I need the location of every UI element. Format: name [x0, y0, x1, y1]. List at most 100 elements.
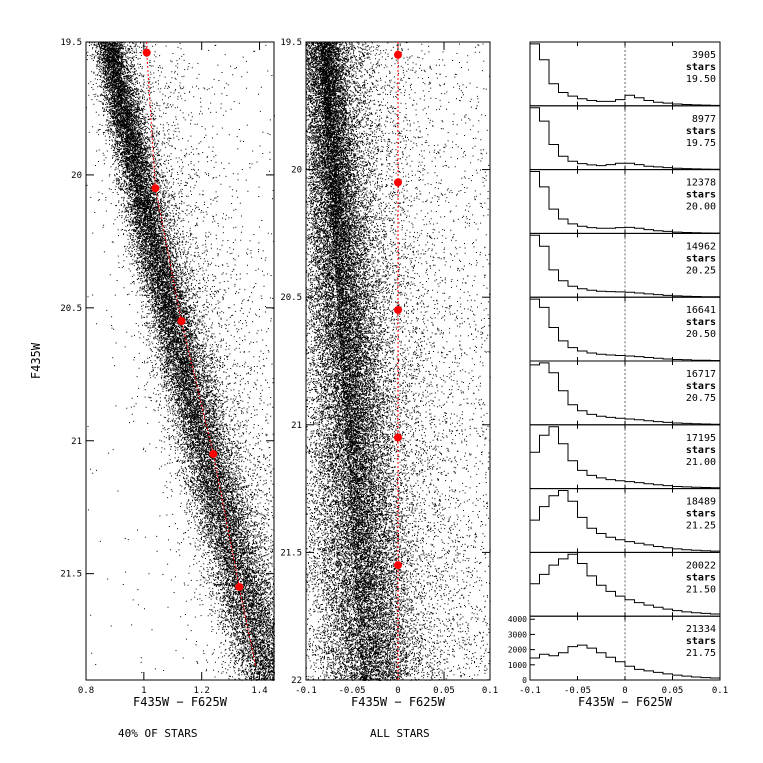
- histogram-mag: 20.00: [686, 202, 716, 213]
- histogram-bars: [529, 362, 721, 425]
- histogram-unit: stars: [686, 381, 716, 392]
- x-tick-label: -0.05: [564, 686, 591, 696]
- cmd-panel-all-fiducial: [394, 42, 402, 680]
- histogram-unit: stars: [686, 253, 716, 264]
- y-tick-label: 21: [291, 421, 302, 431]
- x-tick-label: 1.4: [251, 686, 267, 696]
- fiducial-line: [146, 41, 257, 667]
- histogram-count: 8977: [692, 114, 716, 125]
- y-tick-label: 21: [71, 437, 82, 447]
- histogram-count: 17195: [686, 433, 716, 444]
- histogram-panels: 3905stars19.508977stars19.7512378stars20…: [508, 41, 721, 685]
- fiducial-point: [394, 305, 402, 314]
- y-tick-label: 20: [291, 166, 302, 176]
- histogram-unit: stars: [686, 445, 716, 456]
- histogram-unit: stars: [686, 317, 716, 328]
- histogram-count: 16717: [686, 369, 716, 380]
- cmd-all-xlabel: F435W − F625W: [351, 695, 446, 709]
- x-tick-label: 0: [395, 686, 400, 696]
- histogram-unit: stars: [686, 62, 716, 73]
- y-tick-label: 21.5: [60, 570, 82, 580]
- y-tick-label: 3000: [508, 630, 527, 639]
- x-tick-label: -0.1: [519, 686, 541, 696]
- histogram-bars: [529, 490, 721, 553]
- histogram-mag: 20.50: [686, 329, 716, 340]
- histogram-bars: [529, 171, 721, 234]
- cmd-40pct-xlabel: F435W − F625W: [133, 695, 228, 709]
- histogram-mag: 20.75: [686, 393, 716, 404]
- histogram-bars: [529, 43, 721, 106]
- histogram-count: 12378: [686, 178, 716, 189]
- x-tick-label: 0.05: [662, 686, 684, 696]
- y-tick-label: 2000: [508, 646, 527, 655]
- cmd-panel-all-stars: [306, 42, 491, 681]
- histogram-axes: -0.1 -0.05 0 0.05 0.1: [519, 686, 728, 696]
- x-tick-label: 0: [622, 686, 627, 696]
- histogram-stack: 3905stars19.508977stars19.7512378stars20…: [508, 41, 728, 709]
- histogram-mag: 21.25: [686, 521, 716, 532]
- cmd-40pct-ylabel: F435W: [29, 342, 43, 379]
- histogram-unit: stars: [686, 126, 716, 137]
- cmd-panel-all: -0.1 -0.05 0 0.05 0.1 19.5 20 20.5 21 21.5 22 F435…: [280, 38, 498, 709]
- star-points: [86, 42, 275, 681]
- histogram-mag: 20.25: [686, 265, 716, 276]
- x-tick-label: -0.1: [295, 686, 317, 696]
- star-points: [306, 42, 491, 681]
- histogram-bars: [529, 298, 721, 361]
- cmd-panel-all-axes: -0.1 -0.05 0 0.05 0.1 19.5 20 20.5 21 21.5 22: [280, 38, 498, 696]
- fiducial-point: [177, 317, 186, 326]
- x-tick-label: 0.1: [712, 686, 728, 696]
- cmd-panel-40pct: 0.8 1 1.2 1.4 19.5 20 20.5 21 21.5 F435W − F625W…: [29, 38, 275, 709]
- histogram-unit: stars: [686, 509, 716, 520]
- histogram-bars: [529, 426, 721, 489]
- histogram-count: 20022: [686, 560, 716, 571]
- fiducial-point: [394, 561, 402, 570]
- histogram-bars: [529, 234, 721, 298]
- y-tick-label: 19.5: [280, 38, 302, 48]
- y-tick-label: 20: [71, 171, 82, 181]
- histogram-bars: [529, 107, 721, 170]
- y-tick-label: 0: [522, 676, 527, 685]
- fiducial-point: [394, 433, 402, 442]
- caption-40pct: 40% OF STARS: [118, 727, 198, 740]
- histogram-count: 16641: [686, 305, 716, 316]
- y-tick-label: 20.5: [60, 304, 82, 314]
- histogram-unit: stars: [686, 572, 716, 583]
- fiducial-point: [394, 178, 402, 187]
- histogram-mag: 19.50: [686, 74, 716, 85]
- histogram-count: 14962: [686, 241, 716, 252]
- hist-xlabel: F435W − F625W: [578, 695, 673, 709]
- cmd-panel-40pct-frame: [85, 41, 275, 681]
- histogram-count: 3905: [692, 50, 716, 61]
- histogram-mag: 21.75: [686, 648, 716, 659]
- cmd-panel-40pct-fiducial: [142, 41, 257, 667]
- y-tick-label: 20.5: [280, 293, 302, 303]
- fiducial-point: [209, 450, 218, 459]
- y-tick-label: 4000: [508, 615, 527, 624]
- histogram-unit: stars: [686, 636, 716, 647]
- histogram-bars: [529, 644, 721, 680]
- fiducial-point: [151, 184, 160, 193]
- x-tick-label: 1: [141, 686, 146, 696]
- histogram-mag: 21.50: [686, 584, 716, 595]
- histogram-mag: 19.75: [686, 138, 716, 149]
- fiducial-point: [394, 50, 402, 59]
- y-tick-label: 22: [291, 676, 302, 686]
- fiducial-point: [235, 582, 244, 591]
- x-tick-label: 0.1: [482, 686, 498, 696]
- histogram-count: 18489: [686, 497, 716, 508]
- cmd-panel-40pct-stars: [86, 42, 275, 681]
- x-tick-label: -0.05: [338, 686, 365, 696]
- caption-all: ALL STARS: [370, 727, 430, 740]
